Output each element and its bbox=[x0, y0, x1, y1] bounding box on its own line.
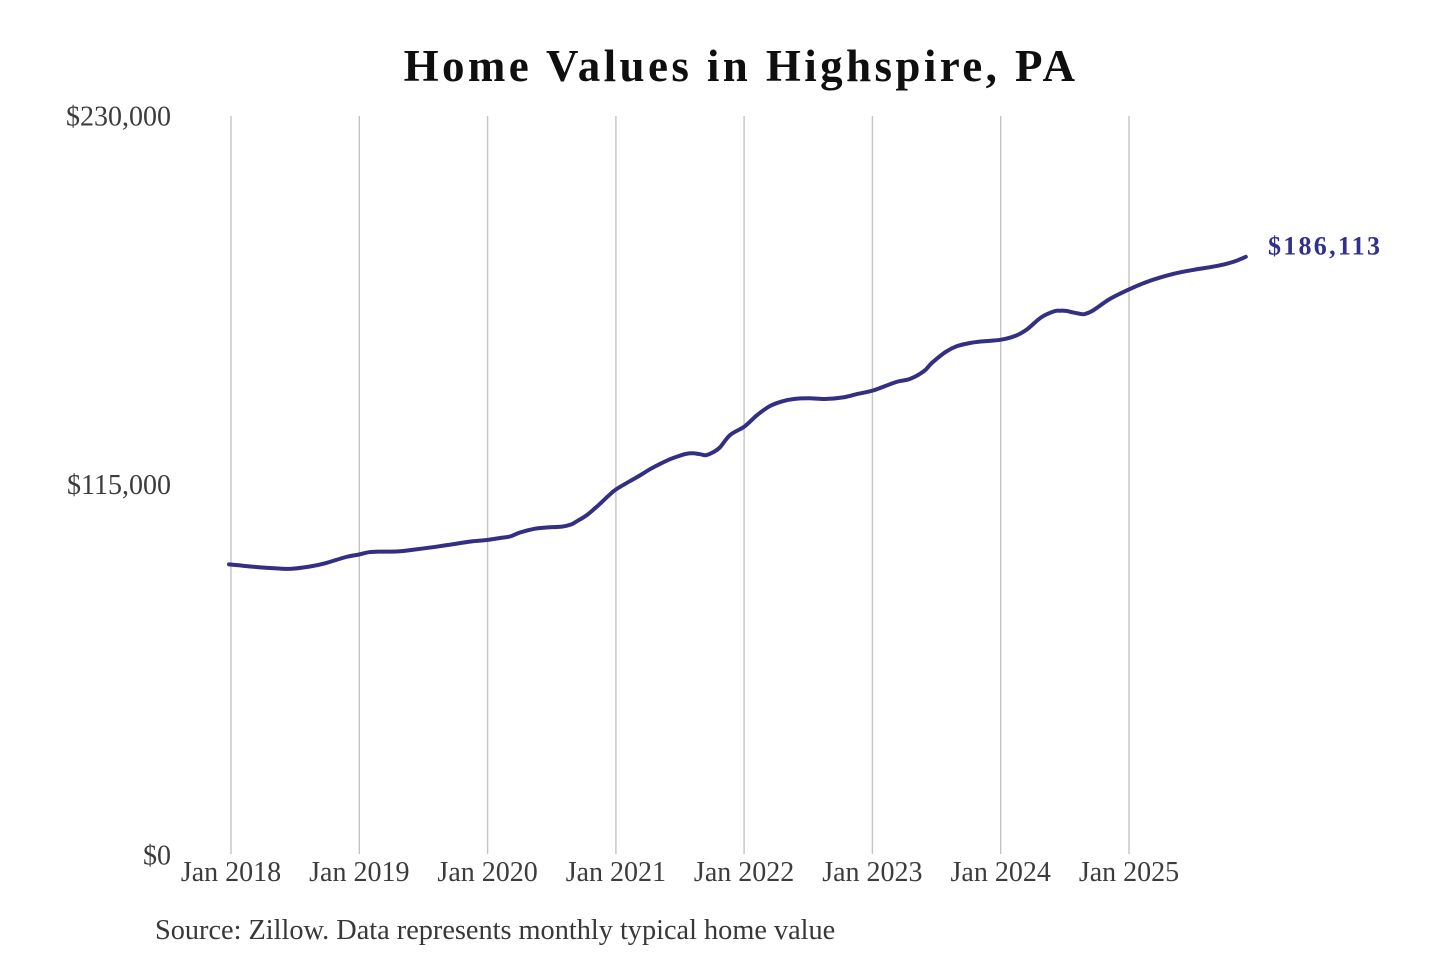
svg-text:Source: Zillow. Data represent: Source: Zillow. Data represents monthly … bbox=[155, 915, 835, 946]
svg-text:$115,000: $115,000 bbox=[67, 470, 171, 501]
svg-text:$230,000: $230,000 bbox=[66, 102, 171, 133]
svg-text:$0: $0 bbox=[143, 841, 171, 872]
svg-text:$186,113: $186,113 bbox=[1268, 231, 1382, 260]
svg-text:Jan 2019: Jan 2019 bbox=[309, 857, 409, 888]
svg-text:Jan 2021: Jan 2021 bbox=[566, 857, 666, 888]
svg-text:Jan 2018: Jan 2018 bbox=[181, 857, 281, 888]
svg-text:Jan 2022: Jan 2022 bbox=[694, 857, 794, 888]
svg-text:Jan 2024: Jan 2024 bbox=[951, 857, 1051, 888]
svg-text:Home Values in Highspire, PA: Home Values in Highspire, PA bbox=[404, 41, 1079, 91]
svg-text:Jan 2023: Jan 2023 bbox=[822, 857, 922, 888]
svg-text:Jan 2020: Jan 2020 bbox=[437, 857, 537, 888]
svg-text:Jan 2025: Jan 2025 bbox=[1079, 857, 1179, 888]
